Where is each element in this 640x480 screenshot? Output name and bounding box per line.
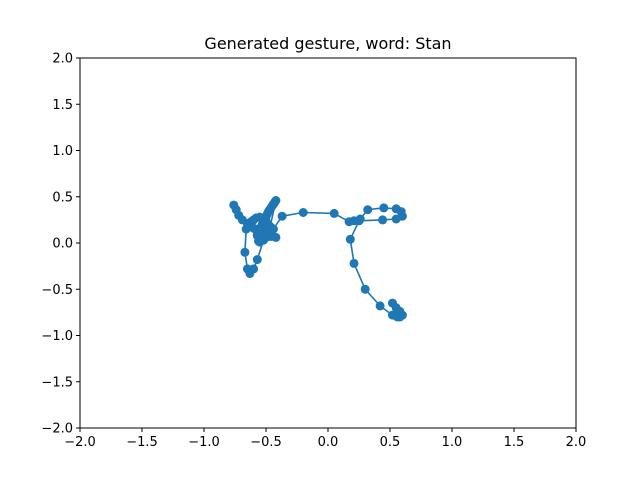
- gesture-point: [345, 234, 355, 244]
- gesture-point: [277, 211, 287, 221]
- x-tick-label: 1.0: [442, 435, 463, 450]
- x-tick-label: −2.0: [64, 435, 96, 450]
- chart-title: Generated gesture, word: Stan: [204, 34, 451, 53]
- gesture-point: [242, 264, 252, 274]
- y-tick-label: −2.0: [41, 422, 73, 437]
- gesture-point: [391, 214, 401, 224]
- gesture-point: [375, 301, 385, 311]
- y-tick-label: 0.0: [52, 237, 73, 252]
- gesture-point: [271, 232, 281, 242]
- x-tick-label: 0.0: [318, 435, 339, 450]
- y-tick-label: 1.0: [52, 144, 73, 159]
- gesture-point: [360, 284, 370, 294]
- y-tick-label: −0.5: [41, 283, 73, 298]
- series-layer: [229, 196, 407, 322]
- y-tick-label: 1.5: [52, 98, 73, 113]
- x-tick-label: 2.0: [566, 435, 587, 450]
- gesture-point: [240, 247, 250, 257]
- gesture-point: [363, 205, 373, 215]
- plot-area: [80, 58, 576, 428]
- gesture-point: [268, 224, 278, 234]
- gesture-point: [298, 208, 308, 217]
- y-tick-label: −1.5: [41, 375, 73, 390]
- gesture-point: [252, 255, 262, 265]
- gesture-point: [259, 235, 268, 245]
- gesture-point: [329, 208, 339, 218]
- x-tick-label: 0.5: [380, 435, 401, 450]
- y-tick-label: 2.0: [52, 52, 73, 67]
- x-tick-label: 1.5: [504, 435, 525, 450]
- x-axis: −2.0 −1.5 −1.0 −0.5 0.0 0.5 1.0 1.5 2.0: [64, 428, 586, 450]
- gesture-point: [388, 298, 397, 308]
- gesture-point: [349, 258, 359, 268]
- gesture-point: [378, 215, 388, 225]
- x-tick-label: −1.0: [188, 435, 220, 450]
- x-tick-label: −1.5: [126, 435, 158, 450]
- gesture-point: [354, 216, 364, 226]
- y-tick-label: 0.5: [52, 190, 73, 205]
- y-axis: −2.0 −1.5 −1.0 −0.5 0.0 0.5 1.0 1.5 2.0: [41, 52, 80, 437]
- gesture-point: [379, 203, 389, 213]
- y-tick-label: −1.0: [41, 329, 73, 344]
- x-tick-label: −0.5: [250, 435, 282, 450]
- gesture-point: [271, 196, 281, 205]
